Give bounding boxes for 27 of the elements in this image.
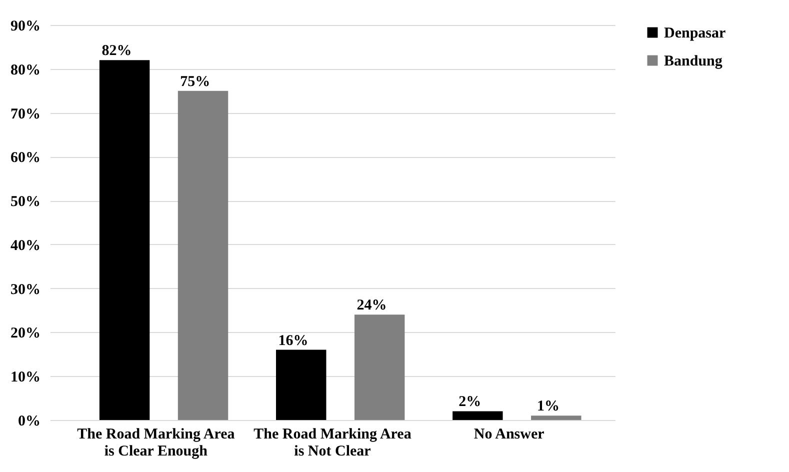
- bar: [452, 411, 503, 420]
- x-tick-label: No Answer: [474, 426, 545, 442]
- y-tick-label: 50%: [10, 194, 40, 210]
- legend-label: Bandung: [664, 54, 723, 70]
- y-tick-label: 60%: [10, 150, 40, 166]
- data-label: 82%: [102, 43, 132, 60]
- data-label: 16%: [278, 332, 308, 349]
- bar: [99, 60, 150, 420]
- bar: [276, 350, 326, 420]
- bar: [178, 90, 228, 420]
- y-tick-label: 20%: [10, 326, 40, 342]
- data-label: 1%: [537, 398, 560, 415]
- y-tick-label: 70%: [10, 106, 40, 122]
- data-label: 75%: [180, 74, 210, 90]
- y-tick-label: 30%: [10, 282, 40, 298]
- x-tick-label: The Road Marking Area is Clear Enough: [77, 426, 236, 460]
- y-tick-label: 80%: [10, 62, 40, 78]
- legend-label: Denpasar: [664, 26, 726, 42]
- x-tick-label: The Road Marking Area is Not Clear: [254, 426, 412, 460]
- y-tick-label: 0%: [18, 414, 40, 430]
- data-label: 24%: [356, 298, 387, 314]
- bar: [354, 314, 405, 420]
- y-tick-label: 10%: [10, 370, 40, 386]
- data-label: 2%: [458, 394, 482, 410]
- y-tick-label: 40%: [10, 238, 40, 254]
- y-tick-label: 90%: [10, 18, 40, 34]
- bar: [531, 416, 582, 420]
